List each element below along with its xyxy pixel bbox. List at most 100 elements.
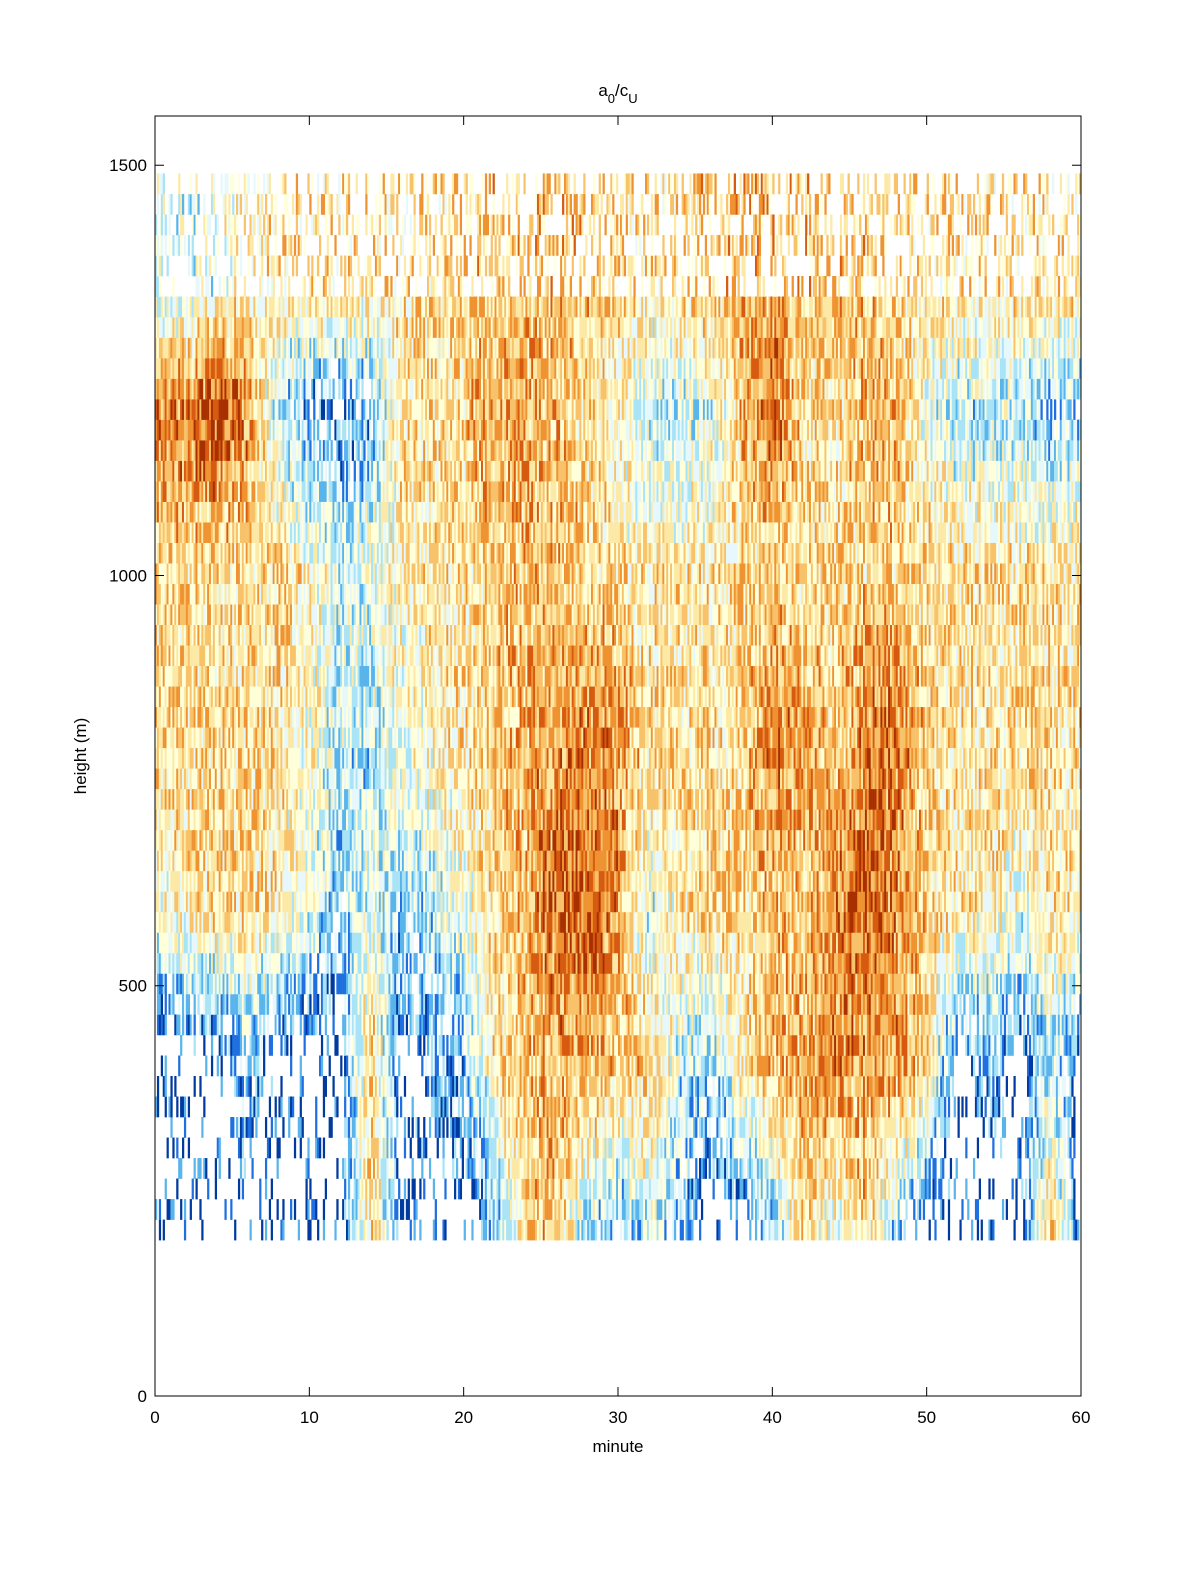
heatmap-cell — [612, 1076, 614, 1097]
heatmap-cell — [616, 1199, 618, 1220]
heatmap-cell — [466, 1035, 468, 1056]
heatmap-cell — [579, 1179, 581, 1200]
heatmap-cell — [172, 1199, 174, 1220]
heatmap-cell — [753, 1055, 755, 1076]
heatmap-cell — [610, 1076, 612, 1097]
heatmap-cell — [726, 1117, 728, 1138]
heatmap-cell — [660, 1138, 662, 1159]
heatmap-cell — [576, 953, 578, 974]
heatmap-cell — [672, 1117, 674, 1138]
heatmap-cell — [794, 1179, 796, 1200]
heatmap-cell — [703, 1158, 705, 1179]
heatmap-cell — [716, 1076, 718, 1097]
heatmap-cell — [157, 953, 159, 974]
heatmap-cell — [223, 953, 225, 974]
heatmap-cell — [576, 1117, 578, 1138]
heatmap-cell — [491, 994, 493, 1015]
heatmap-cell — [917, 994, 919, 1015]
heatmap-cell — [510, 1158, 512, 1179]
heatmap-cell — [626, 1138, 628, 1159]
heatmap-cell — [904, 1035, 906, 1056]
heatmap-cell — [381, 1158, 383, 1179]
heatmap-cell — [475, 1076, 477, 1097]
heatmap-cell — [909, 1055, 911, 1076]
heatmap-cell — [250, 1117, 252, 1138]
heatmap-cell — [994, 994, 996, 1015]
heatmap-cell — [1044, 1138, 1046, 1159]
heatmap-cell — [365, 1158, 367, 1179]
heatmap-cell — [952, 994, 954, 1015]
heatmap-cell — [246, 1055, 248, 1076]
heatmap-cell — [637, 1179, 639, 1200]
heatmap-cell — [475, 1035, 477, 1056]
heatmap-cell — [197, 994, 199, 1015]
heatmap-cell — [394, 1035, 396, 1056]
heatmap-cell — [1029, 973, 1031, 994]
heatmap-cell — [620, 973, 622, 994]
heatmap-cell — [915, 953, 917, 974]
heatmap-cell — [657, 1055, 659, 1076]
heatmap-cell — [313, 1014, 315, 1035]
heatmap-cell — [687, 1076, 689, 1097]
heatmap-cell — [576, 1076, 578, 1097]
heatmap-cell — [857, 994, 859, 1015]
heatmap-cell — [965, 973, 967, 994]
heatmap-cell — [718, 1097, 720, 1118]
heatmap-cell — [902, 1097, 904, 1118]
heatmap-cell — [763, 1014, 765, 1035]
heatmap-cell — [334, 1097, 336, 1118]
heatmap-cell — [1064, 994, 1066, 1015]
heatmap-cell — [471, 953, 473, 974]
heatmap-cell — [884, 1220, 886, 1241]
heatmap-cell — [986, 973, 988, 994]
heatmap-cell — [965, 1014, 967, 1035]
heatmap-cell — [479, 1035, 481, 1056]
heatmap-cell — [242, 1014, 244, 1035]
heatmap-cell — [387, 1014, 389, 1035]
heatmap-cell — [614, 1199, 616, 1220]
heatmap-cell — [709, 1158, 711, 1179]
heatmap-cell — [599, 1035, 601, 1056]
heatmap-cell — [691, 1179, 693, 1200]
heatmap-cell — [541, 1179, 543, 1200]
heatmap-cell — [500, 1220, 502, 1241]
heatmap-cell — [392, 994, 394, 1015]
heatmap-cell — [284, 1014, 286, 1035]
heatmap-cell — [1056, 1014, 1058, 1035]
heatmap-cell — [838, 1076, 840, 1097]
heatmap-cell — [620, 1014, 622, 1035]
heatmap-cell — [271, 1076, 273, 1097]
heatmap-cell — [1046, 1014, 1048, 1035]
heatmap-cell — [361, 1199, 363, 1220]
heatmap-cell — [734, 1035, 736, 1056]
heatmap-cell — [516, 953, 518, 974]
heatmap-cell — [547, 1055, 549, 1076]
heatmap-cell — [1062, 1179, 1064, 1200]
heatmap-cell — [278, 953, 280, 974]
heatmap-cell — [689, 1076, 691, 1097]
heatmap-cell — [637, 1199, 639, 1220]
heatmap-cell — [813, 973, 815, 994]
heatmap-cell — [763, 1076, 765, 1097]
heatmap-cell — [763, 1158, 765, 1179]
heatmap-cell — [305, 1199, 307, 1220]
heatmap-cell — [915, 1097, 917, 1118]
heatmap-cell — [875, 953, 877, 974]
heatmap-cell — [846, 953, 848, 974]
heatmap-cell — [697, 1014, 699, 1035]
heatmap-cell — [172, 973, 174, 994]
heatmap-cell — [348, 1138, 350, 1159]
heatmap-cell — [606, 1097, 608, 1118]
heatmap-cell — [404, 1117, 406, 1138]
heatmap-cell — [888, 1014, 890, 1035]
heatmap-cell — [765, 1014, 767, 1035]
heatmap-cell — [379, 1158, 381, 1179]
heatmap-cell — [608, 1179, 610, 1200]
heatmap-cell — [782, 1220, 784, 1241]
heatmap-cell — [479, 1158, 481, 1179]
heatmap-cell — [597, 1158, 599, 1179]
heatmap-cell — [284, 1035, 286, 1056]
heatmap-cell — [896, 1199, 898, 1220]
heatmap-cell — [577, 994, 579, 1015]
heatmap-cell — [662, 1199, 664, 1220]
